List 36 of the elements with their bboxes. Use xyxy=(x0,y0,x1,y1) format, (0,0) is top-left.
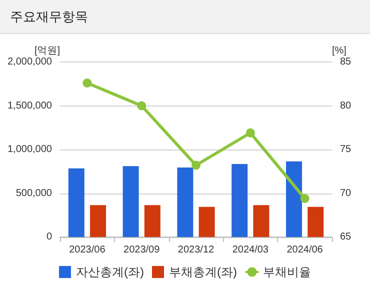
y2-tick-label: 85 xyxy=(340,56,352,68)
chart-title: 주요재무항목 xyxy=(0,0,370,34)
bar xyxy=(198,206,215,237)
point xyxy=(246,128,255,138)
point xyxy=(82,78,92,88)
y2-tick-label: 65 xyxy=(340,232,352,242)
x-tick-label: 2023/12 xyxy=(178,244,215,256)
legend-label: 부채총계(좌) xyxy=(169,265,237,279)
y2-axis-title: [%] xyxy=(332,46,347,56)
bar xyxy=(286,161,302,237)
bar xyxy=(177,167,194,237)
point xyxy=(137,101,146,110)
y-axis-title: [억원] xyxy=(34,46,60,56)
bar xyxy=(253,205,270,237)
point xyxy=(300,194,310,203)
x-tick-label: 2024/03 xyxy=(232,244,269,256)
bar xyxy=(232,164,248,237)
y-tick-label: 1,500,000 xyxy=(8,100,52,112)
x-tick-label: 2024/06 xyxy=(286,244,324,256)
bar xyxy=(308,206,324,237)
legend-label: 자산총계(좌) xyxy=(76,265,144,279)
y-tick-label: 500,000 xyxy=(16,188,52,199)
y-tick-label: 1,000,000 xyxy=(8,144,52,155)
y2-tick-label: 75 xyxy=(340,144,352,155)
y-tick-label: 2,000,000 xyxy=(8,56,52,68)
y2-tick-label: 70 xyxy=(340,188,352,199)
x-tick-label: 2023/06 xyxy=(69,244,106,256)
bar xyxy=(144,205,160,237)
point xyxy=(192,160,200,170)
y2-tick-label: 80 xyxy=(340,100,352,112)
legend-label: 부채비율 xyxy=(262,265,311,279)
bar xyxy=(122,166,139,237)
bar xyxy=(68,168,84,237)
x-tick-label: 2023/09 xyxy=(124,244,160,256)
bar xyxy=(90,205,106,237)
y-tick-label: 0 xyxy=(46,232,52,242)
